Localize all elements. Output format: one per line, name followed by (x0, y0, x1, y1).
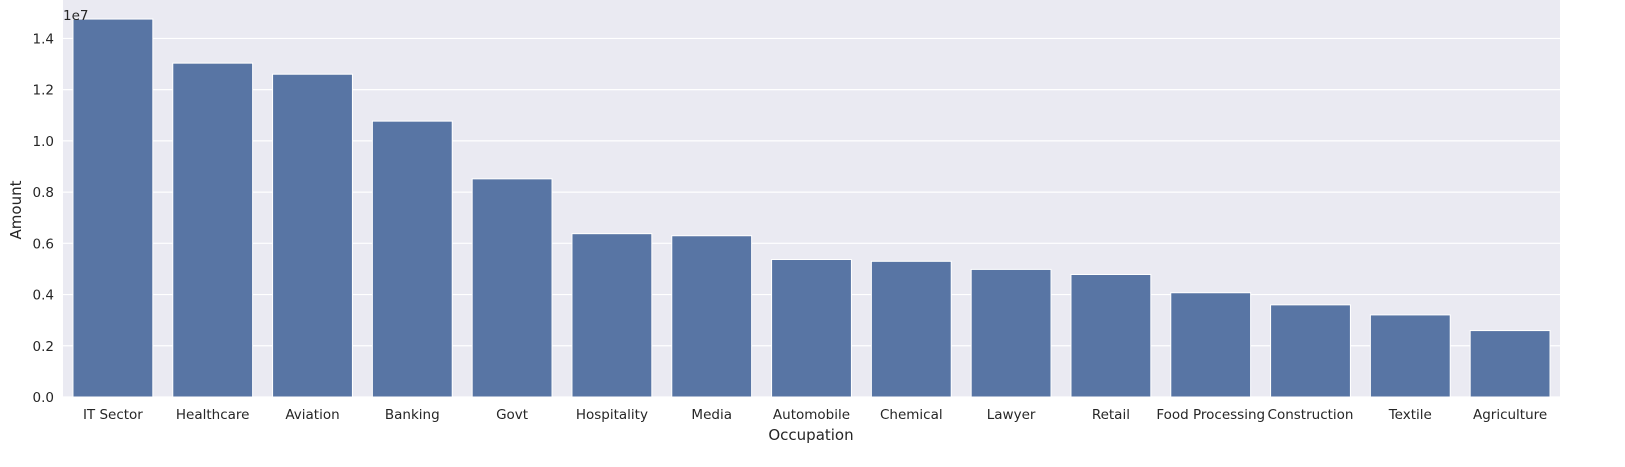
bar-automobile (771, 258, 852, 398)
bar-hospitality (571, 233, 653, 398)
y-tick-label: 0.0 (33, 390, 54, 406)
x-tick-label: Construction (1268, 407, 1354, 423)
x-tick-label: Healthcare (176, 407, 250, 423)
x-axis-title: Occupation (768, 426, 853, 444)
bar-govt (471, 178, 553, 398)
bar-media (671, 235, 753, 398)
x-tick-label: IT Sector (83, 407, 143, 423)
y-tick-label: 1.4 (33, 31, 54, 47)
y-tick-label: 0.2 (33, 339, 54, 355)
y-axis-offset-label: 1e7 (63, 8, 88, 24)
x-tick-label: Aviation (285, 407, 339, 423)
y-tick-label: 1.2 (33, 83, 54, 99)
y-tick-label: 0.8 (33, 185, 54, 201)
x-tick-label: Lawyer (987, 407, 1036, 423)
bar-aviation (272, 73, 353, 398)
bar-chemical (870, 260, 952, 398)
bar-it-sector (72, 18, 154, 398)
x-tick-label: Banking (385, 407, 440, 423)
x-tick-label: Chemical (880, 407, 943, 423)
bar-healthcare (172, 62, 254, 398)
y-tick-label: 1.0 (33, 134, 54, 150)
bar-construction (1270, 304, 1351, 398)
bar-textile (1369, 314, 1451, 398)
bar-lawyer (970, 268, 1052, 398)
bars (72, 18, 1551, 398)
y-tick-label: 0.6 (33, 236, 54, 252)
bar-agriculture (1469, 330, 1551, 398)
x-tick-label: Govt (496, 407, 528, 423)
bar-retail (1070, 273, 1152, 398)
x-tick-label: Agriculture (1473, 407, 1547, 423)
y-tick-labels: 0.0 0.2 0.4 0.6 0.8 1.0 1.2 1.4 (33, 31, 54, 406)
x-tick-label: Media (691, 407, 732, 423)
x-tick-label: Hospitality (576, 407, 648, 423)
x-tick-label: Retail (1092, 407, 1130, 423)
y-tick-label: 0.4 (33, 288, 54, 304)
y-axis-title: Amount (7, 180, 25, 239)
x-tick-labels: IT Sector Healthcare Aviation Banking Govt Ho… (83, 407, 1547, 423)
x-tick-label: Textile (1388, 407, 1432, 423)
bar-food-processing (1170, 292, 1252, 398)
x-tick-label: Food Processing (1156, 407, 1265, 423)
bar-banking (371, 120, 453, 398)
x-tick-label: Automobile (773, 407, 850, 423)
